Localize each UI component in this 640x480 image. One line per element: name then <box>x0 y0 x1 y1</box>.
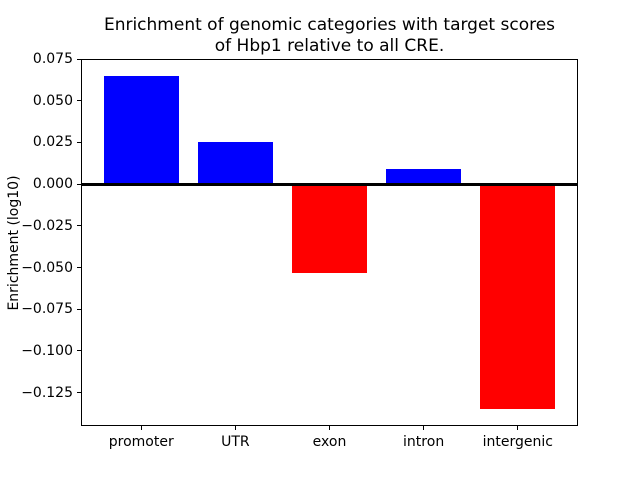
y-tick-mark <box>77 267 81 269</box>
y-tick-mark <box>77 100 81 102</box>
x-tick-mark <box>517 426 519 430</box>
bar-intron <box>385 169 462 185</box>
y-tick-mark <box>77 392 81 394</box>
bar-promoter <box>103 75 179 185</box>
y-tick-mark <box>77 308 81 310</box>
y-tick-label: 0.025 <box>32 134 73 151</box>
y-tick-mark <box>77 58 81 60</box>
y-tick-label: −0.125 <box>21 384 73 401</box>
y-tick-label: 0.000 <box>32 176 73 193</box>
x-tick-label-intron: intron <box>403 434 445 450</box>
bar-exon <box>291 184 368 273</box>
y-tick-mark <box>77 183 81 185</box>
x-tick-mark <box>423 426 425 430</box>
y-tick-label: −0.075 <box>21 301 73 318</box>
x-tick-label-UTR: UTR <box>221 434 250 450</box>
chart-title: Enrichment of genomic categories with ta… <box>81 15 578 57</box>
x-tick-mark <box>329 426 330 430</box>
y-tick-label: 0.050 <box>32 92 73 109</box>
bar-intergenic <box>480 184 556 410</box>
x-tick-label-exon: exon <box>312 434 347 450</box>
x-tick-label-intergenic: intergenic <box>482 434 553 450</box>
x-tick-mark <box>140 426 142 430</box>
y-tick-label: −0.050 <box>21 259 73 276</box>
y-axis-label: Enrichment (log10) <box>6 174 22 311</box>
y-tick-mark <box>77 225 81 227</box>
chart-title-line1: Enrichment of genomic categories with ta… <box>103 15 556 35</box>
y-tick-label: 0.075 <box>32 51 73 67</box>
zero-line <box>81 182 578 186</box>
bar-UTR <box>197 142 274 185</box>
y-tick-mark <box>77 141 81 143</box>
x-tick-label-promoter: promoter <box>108 434 174 450</box>
y-tick-label: −0.100 <box>21 342 73 359</box>
chart-title-line2: of Hbp1 relative to all CRE. <box>214 36 445 56</box>
x-tick-mark <box>234 426 236 430</box>
y-tick-label: −0.025 <box>21 217 73 234</box>
y-tick-mark <box>77 350 81 352</box>
